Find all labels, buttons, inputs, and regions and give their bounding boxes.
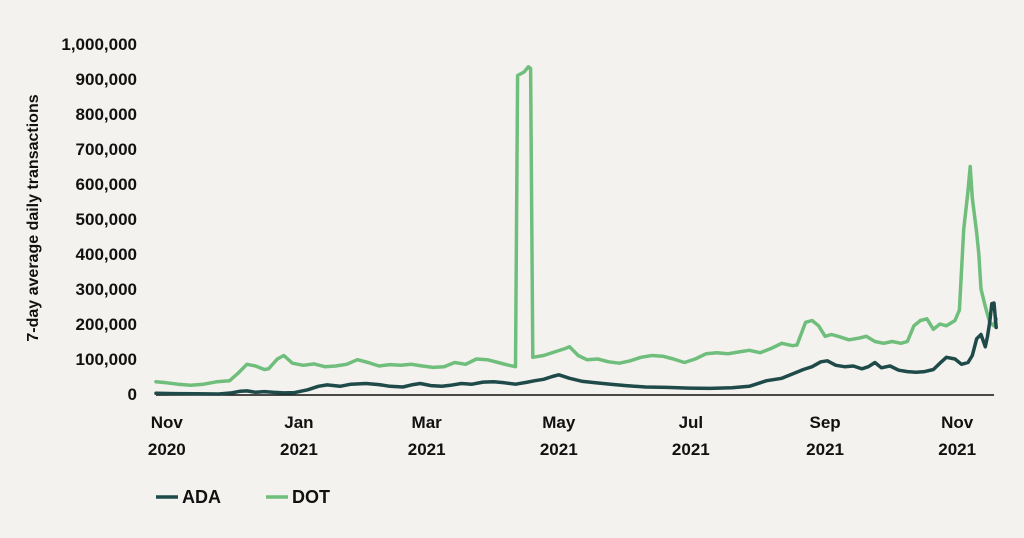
y-tick-label: 1,000,000	[61, 35, 137, 54]
x-tick-year: 2021	[408, 440, 446, 459]
y-tick-label: 800,000	[76, 105, 137, 124]
y-tick-label: 0	[128, 385, 137, 404]
series-line-ada	[154, 301, 998, 396]
x-tick-month: Jul	[679, 413, 704, 432]
x-tick-year: 2021	[280, 440, 318, 459]
legend-label: ADA	[182, 487, 221, 507]
y-tick-label: 900,000	[76, 70, 137, 89]
legend: ADA DOT	[156, 487, 330, 507]
x-tick-year: 2020	[148, 440, 186, 459]
x-tick-month: Nov	[151, 413, 184, 432]
y-axis-title: 7-day average daily transactions	[25, 94, 42, 341]
y-tick-label: 300,000	[76, 280, 137, 299]
x-tick-month: Jan	[284, 413, 313, 432]
legend-item-ada: ADA	[156, 487, 221, 507]
legend-label: DOT	[292, 487, 330, 507]
y-tick-label: 500,000	[76, 210, 137, 229]
y-tick-label: 400,000	[76, 245, 137, 264]
x-tick-month: May	[542, 413, 576, 432]
series-lines	[154, 65, 998, 396]
x-tick-year: 2021	[672, 440, 710, 459]
x-axis-ticks: Nov 2020 Jan 2021 Mar 2021 May 2021 Jul 2021 Sep 20…	[148, 413, 976, 459]
x-tick-year: 2021	[540, 440, 578, 459]
y-tick-label: 700,000	[76, 140, 137, 159]
x-tick-month: Nov	[941, 413, 974, 432]
legend-item-dot: DOT	[266, 487, 330, 507]
y-tick-label: 600,000	[76, 175, 137, 194]
y-tick-label: 100,000	[76, 350, 137, 369]
y-axis-ticks: 0 100,000 200,000 300,000 400,000 500,000 600,…	[61, 35, 137, 404]
series-line-dot	[154, 65, 998, 388]
x-tick-month: Sep	[810, 413, 841, 432]
y-tick-label: 200,000	[76, 315, 137, 334]
x-tick-year: 2021	[938, 440, 976, 459]
x-tick-month: Mar	[412, 413, 443, 432]
x-tick-year: 2021	[806, 440, 844, 459]
